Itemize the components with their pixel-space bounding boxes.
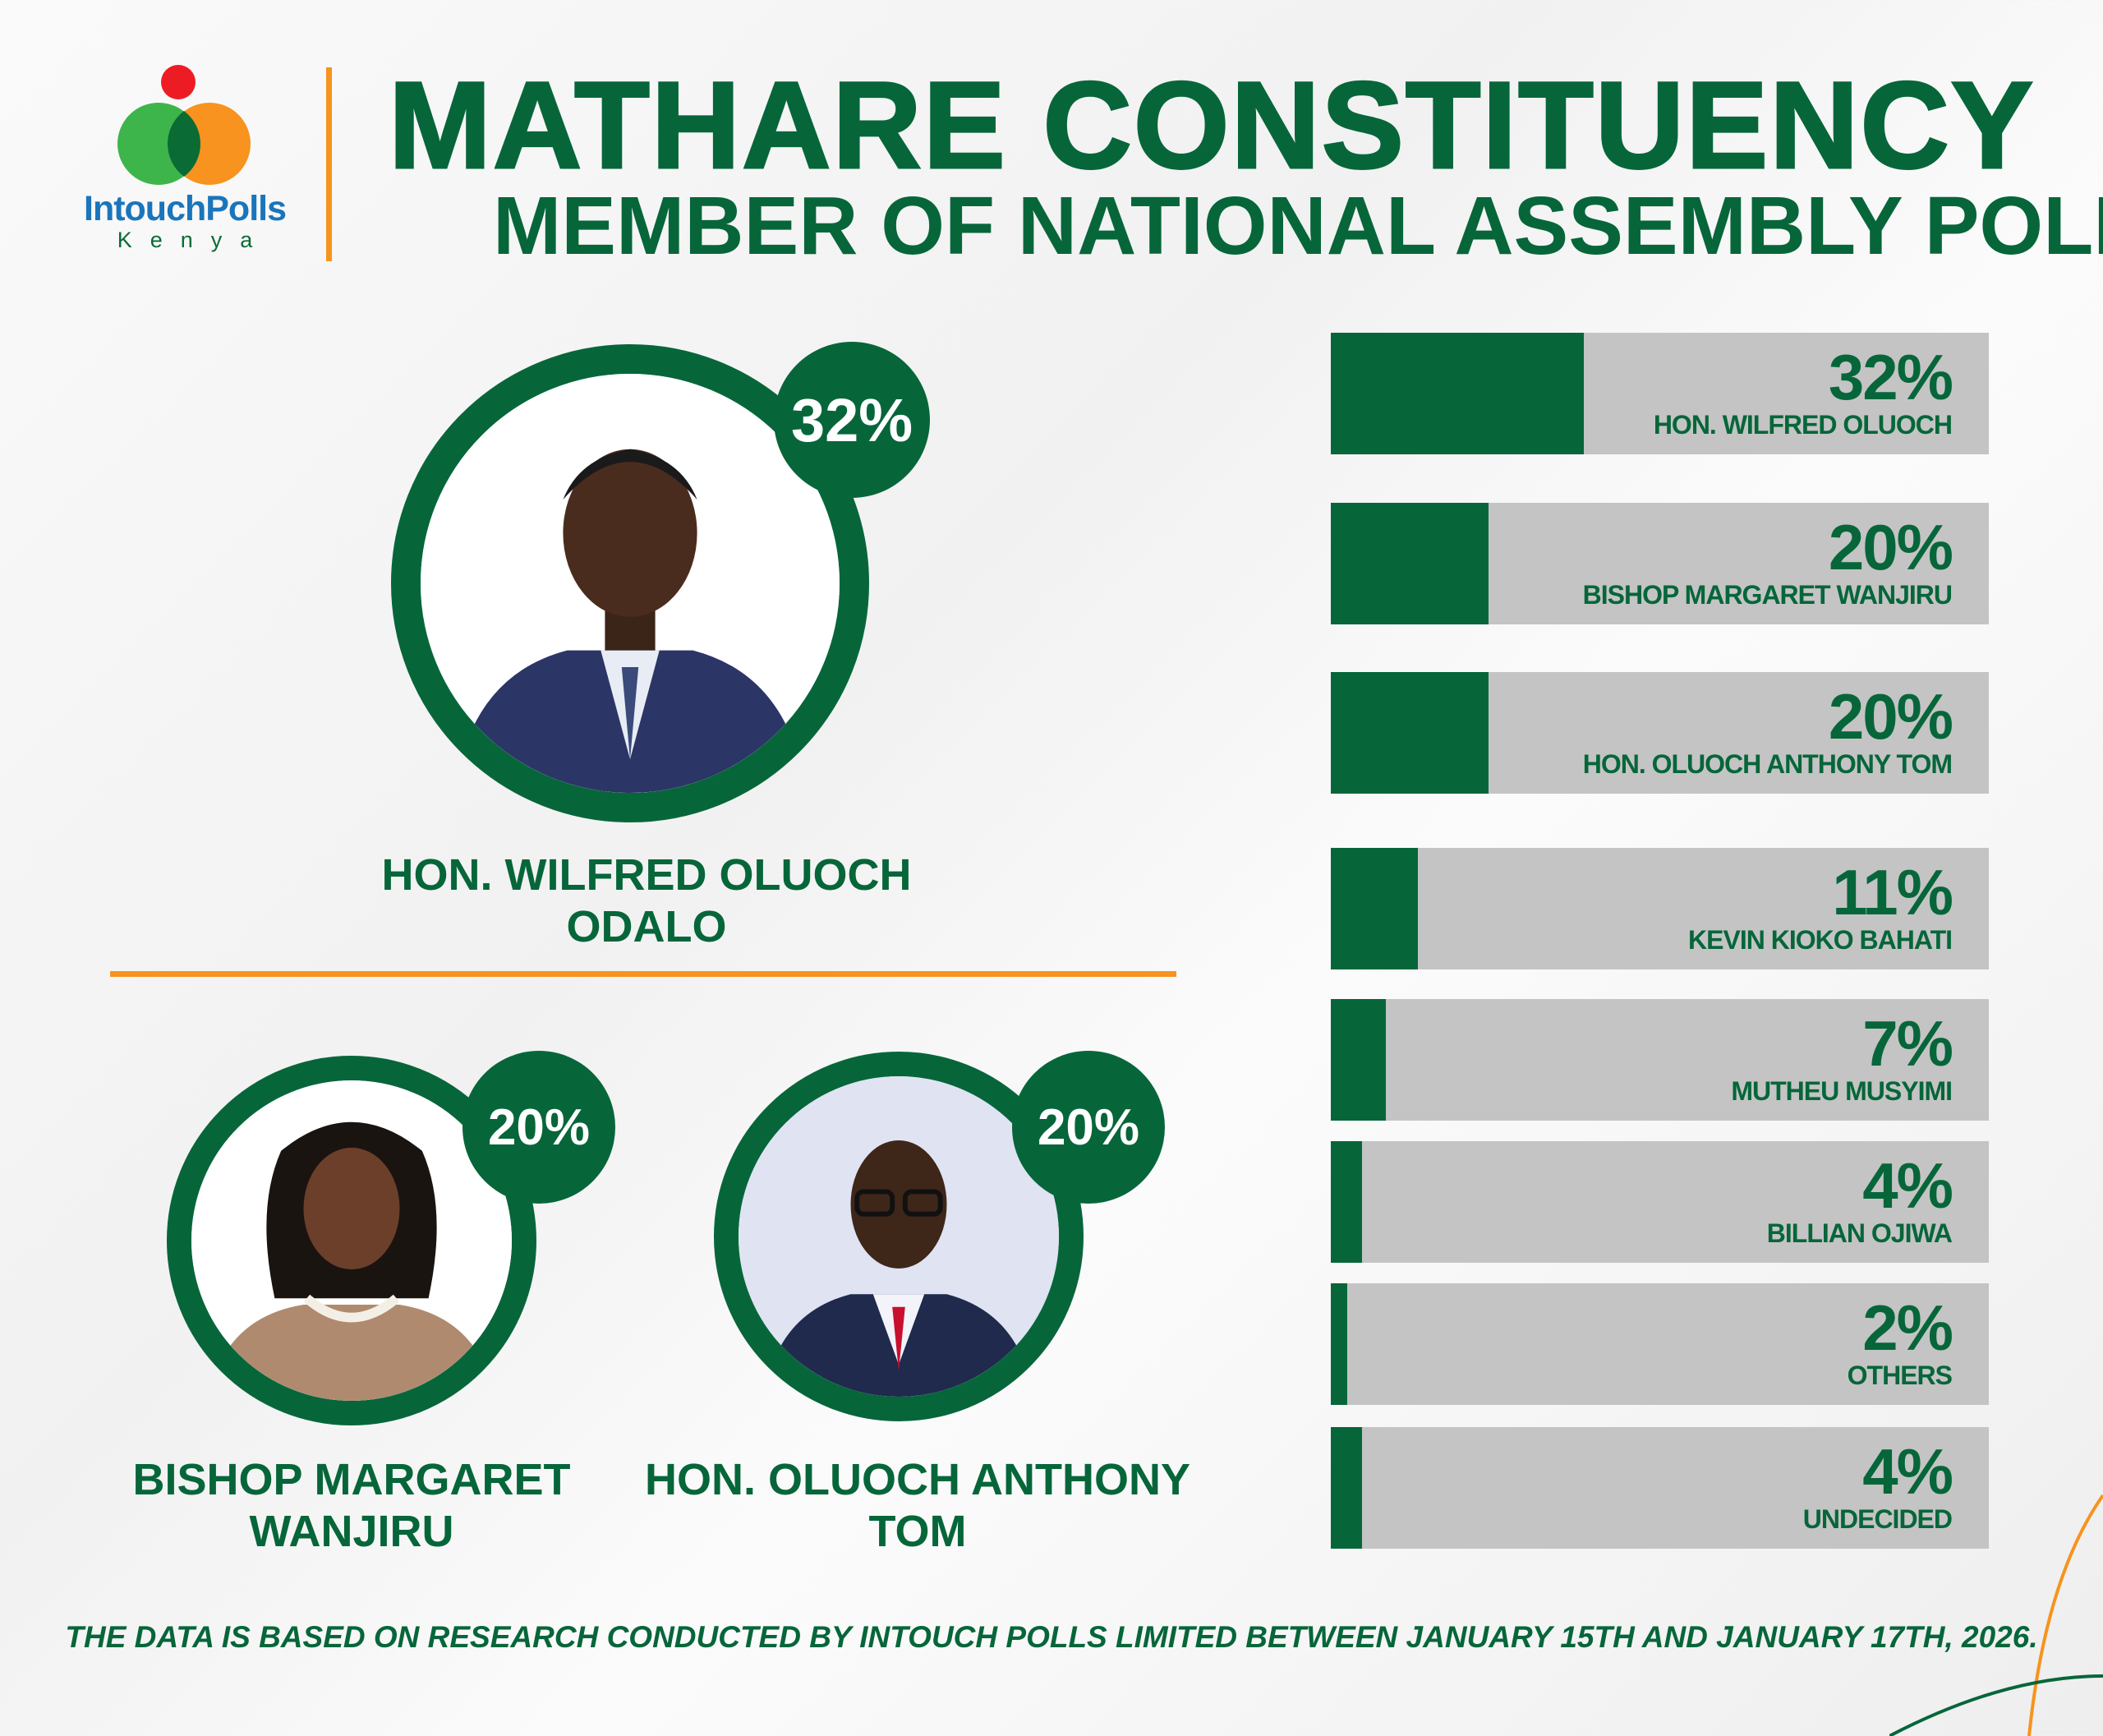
candidate-name-1: HON. WILFRED OLUOCH ODALO bbox=[318, 850, 975, 953]
corner-swoosh-icon bbox=[1889, 1494, 2103, 1736]
candidate-name-2: BISHOP MARGARET WANJIRU bbox=[64, 1454, 639, 1558]
bar-row: 11% KEVIN KIOKO BAHATI bbox=[1331, 848, 1989, 969]
bar-fill bbox=[1331, 672, 1489, 794]
brand-country: Kenya bbox=[117, 228, 271, 252]
name-line: BISHOP MARGARET bbox=[132, 1455, 571, 1504]
bar-value-label: 20% bbox=[1828, 680, 1953, 753]
logo bbox=[107, 62, 263, 185]
bar-value-label: 7% bbox=[1862, 1007, 1953, 1080]
percent-badge-1: 32% bbox=[774, 342, 930, 498]
footer-note: THE DATA IS BASED ON RESEARCH CONDUCTED … bbox=[65, 1620, 2038, 1654]
bar-row: 4% BILLIAN OJIWA bbox=[1331, 1141, 1989, 1263]
bar-fill bbox=[1331, 333, 1584, 454]
bar-category-label: BISHOP MARGARET WANJIRU bbox=[1582, 580, 1953, 610]
name-line: HON. OLUOCH ANTHONY bbox=[645, 1455, 1190, 1504]
bar-value-label: 4% bbox=[1862, 1149, 1953, 1222]
bar-row: 20% HON. OLUOCH ANTHONY TOM bbox=[1331, 672, 1989, 794]
percent-badge-value: 20% bbox=[1037, 1098, 1140, 1156]
bar-value-label: 32% bbox=[1828, 341, 1953, 413]
bar-fill bbox=[1331, 503, 1489, 624]
bar-value-label: 20% bbox=[1828, 511, 1953, 583]
bar-category-label: UNDECIDED bbox=[1802, 1504, 1953, 1534]
page-title: MATHARE CONSTITUENCY bbox=[388, 56, 2035, 194]
bar-row: 7% MUTHEU MUSYIMI bbox=[1331, 999, 1989, 1121]
bar-category-label: HON. WILFRED OLUOCH bbox=[1653, 410, 1953, 440]
section-divider bbox=[110, 971, 1176, 977]
bar-fill bbox=[1331, 999, 1387, 1121]
bar-category-label: KEVIN KIOKO BAHATI bbox=[1688, 925, 1953, 955]
candidate-name-3: HON. OLUOCH ANTHONY TOM bbox=[630, 1454, 1205, 1558]
person-photo-icon bbox=[739, 1076, 1059, 1397]
person-photo-icon bbox=[421, 374, 840, 793]
brand-name: IntouchPolls bbox=[84, 189, 287, 228]
bar-category-label: HON. OLUOCH ANTHONY TOM bbox=[1582, 749, 1953, 779]
percent-badge-3: 20% bbox=[1012, 1051, 1165, 1204]
person-photo-icon bbox=[191, 1080, 512, 1401]
logo-mark-icon bbox=[117, 65, 251, 185]
bar-fill bbox=[1331, 1141, 1363, 1263]
name-line: WANJIRU bbox=[249, 1507, 454, 1556]
name-line: ODALO bbox=[566, 902, 727, 951]
name-line: HON. WILFRED OLUOCH bbox=[381, 850, 912, 900]
name-line: TOM bbox=[868, 1507, 967, 1556]
bar-fill bbox=[1331, 848, 1418, 969]
bar-row: 2% OTHERS bbox=[1331, 1283, 1989, 1405]
bar-row: 20% BISHOP MARGARET WANJIRU bbox=[1331, 503, 1989, 624]
bar-fill bbox=[1331, 1427, 1363, 1549]
bar-value-label: 11% bbox=[1832, 856, 1953, 928]
page-subtitle: MEMBER OF NATIONAL ASSEMBLY POLL bbox=[493, 180, 2103, 272]
bar-fill bbox=[1331, 1283, 1348, 1405]
bar-row: 4% UNDECIDED bbox=[1331, 1427, 1989, 1549]
bar-value-label: 4% bbox=[1862, 1435, 1953, 1508]
percent-badge-value: 32% bbox=[790, 385, 913, 454]
bar-category-label: MUTHEU MUSYIMI bbox=[1731, 1076, 1953, 1106]
bar-row: 32% HON. WILFRED OLUOCH bbox=[1331, 333, 1989, 454]
bar-value-label: 2% bbox=[1862, 1292, 1953, 1364]
bar-category-label: BILLIAN OJIWA bbox=[1766, 1218, 1953, 1248]
percent-badge-2: 20% bbox=[462, 1051, 615, 1204]
percent-badge-value: 20% bbox=[487, 1098, 591, 1156]
bar-category-label: OTHERS bbox=[1847, 1361, 1953, 1390]
header-divider bbox=[326, 67, 332, 261]
